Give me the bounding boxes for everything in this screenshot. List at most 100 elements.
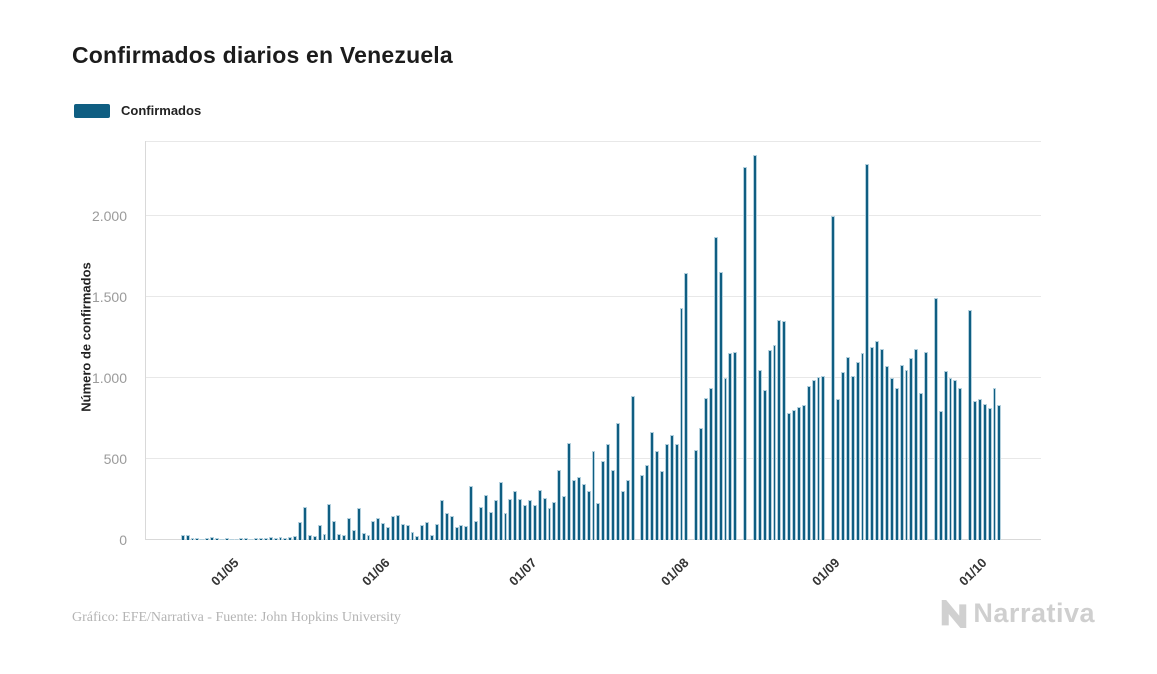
bar [581,484,586,540]
bar [483,494,488,540]
bar [479,506,483,540]
bar [850,376,855,540]
bar [596,502,601,540]
bar [664,443,669,540]
bar [513,491,518,540]
bar [845,357,850,540]
bar [777,320,782,540]
bar [973,401,977,540]
bar [571,480,576,540]
bar [395,514,400,540]
bar [381,522,386,540]
bar [679,308,684,540]
bar [943,371,948,540]
gridline [146,376,1041,378]
x-tick-label: 01/07 [505,555,540,589]
bar [650,432,655,540]
y-tick-label: 2.000 [91,207,127,224]
bar [953,380,958,540]
bar [743,166,748,540]
bar [694,449,699,540]
bar [488,512,493,540]
bar [195,538,200,540]
bar [537,489,542,540]
bar [415,535,420,540]
bar [924,351,929,540]
bar [337,534,342,540]
bar [787,412,792,540]
bar [185,535,190,540]
bar [762,389,767,540]
bar [699,428,704,540]
bar [366,535,371,540]
bar [405,524,410,540]
bar [982,403,987,540]
bar [567,442,571,540]
bar [283,537,288,540]
bar [244,537,249,540]
bar [997,405,1002,540]
bar [909,358,914,540]
bar [298,522,302,540]
bar [806,385,811,540]
bar [454,527,459,540]
chart-title: Confirmados diarios en Venezuela [72,42,453,68]
bar [576,476,581,540]
bar [684,273,689,540]
bar [322,533,327,540]
bar [547,507,552,540]
bar [640,475,645,540]
bar [938,411,943,540]
bar [704,398,708,540]
bar [792,410,796,540]
bar [464,525,469,540]
bar [562,496,567,540]
bar [386,527,391,540]
bar [263,538,268,540]
bar [816,377,821,540]
y-tick-label: 0 [119,532,127,548]
bar [801,405,806,540]
x-axis-labels: 01/05 01/06 01/07 01/08 01/09 01/10 [145,549,1040,589]
y-axis-labels: 0 500 1.000 1.500 2.000 [0,141,136,548]
bar [317,524,322,540]
bar [469,486,474,540]
legend-label-confirmados: Confirmados [121,103,202,118]
bar [557,470,562,540]
bar [332,521,337,540]
bar [249,538,254,540]
bar [239,538,244,540]
bar [669,434,674,540]
bar [620,490,625,540]
bar [503,513,508,540]
bar [674,443,679,540]
narrativa-logo-icon [942,599,967,628]
bar [977,398,982,540]
bar [733,352,738,540]
source-credit: Gráfico: EFE/Narrativa - Fuente: John Ho… [72,610,401,625]
bar [200,539,205,540]
bar [439,500,444,540]
bar [904,369,909,540]
x-tick-label: 01/08 [657,555,692,589]
bar [708,387,713,540]
bar [889,377,894,540]
bar [948,377,953,540]
bar [840,372,845,540]
bar [293,535,298,540]
bar [347,518,351,540]
bar [919,393,924,540]
bar [782,321,787,540]
y-tick-label: 500 [103,450,127,467]
bar [899,364,904,540]
bar [273,538,278,540]
bar [884,365,889,540]
bar [611,470,615,540]
bar [229,538,234,540]
bar [968,309,973,540]
bar [376,518,381,540]
bar [713,236,718,540]
bar [855,362,860,540]
bar [219,538,224,540]
bar [459,524,464,540]
